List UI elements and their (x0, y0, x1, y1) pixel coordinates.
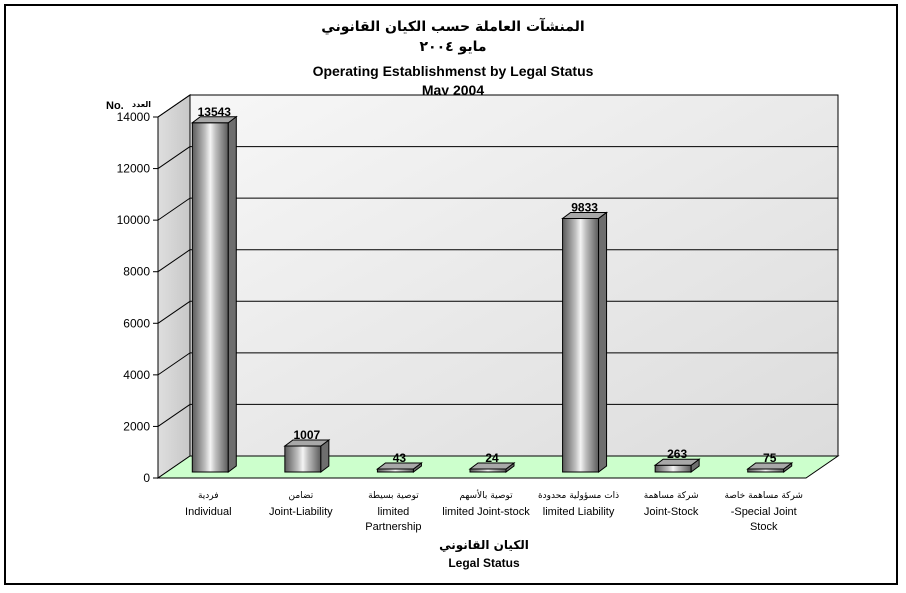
x-axis-label-arabic: الكيان القانوني (439, 538, 529, 552)
x-tick-label: limited Liability (543, 506, 615, 518)
y-tick-label: 14000 (117, 110, 151, 124)
bar-top (746, 462, 794, 470)
bar (562, 217, 600, 473)
x-tick-label-arabic: توصية بالأسهم (459, 489, 513, 501)
gridline-side (157, 197, 191, 221)
gridline-side (157, 146, 191, 169)
chart-subtitle: May 2004 (421, 82, 485, 98)
x-tick-label: Individual (185, 506, 231, 518)
x-tick-label: Joint-Liability (269, 506, 333, 518)
gridline-side (157, 404, 191, 427)
x-tick-label: Partnership (365, 521, 421, 533)
chart-title: Operating Establishmenst by Legal Status (312, 63, 594, 79)
data-label: 24 (485, 451, 499, 465)
bar-top (190, 116, 238, 124)
side-wall (157, 94, 191, 479)
y-tick-label: 4000 (123, 368, 150, 382)
bar-top (375, 462, 423, 470)
bar-side (227, 115, 237, 473)
y-tick-label: 12000 (117, 162, 151, 176)
bar (654, 464, 692, 473)
chart-title-arabic: المنشآت العاملة حسب الكيان القانوني (321, 19, 585, 35)
x-tick-label: Stock (750, 521, 778, 533)
y-tick-label: 2000 (123, 419, 150, 433)
x-tick-label-arabic: فردية (198, 491, 219, 501)
x-tick-label: -Special Joint (731, 506, 797, 518)
x-tick-label: limited Joint-stock (442, 506, 530, 518)
x-tick-label: limited (378, 506, 410, 518)
data-label: 43 (393, 451, 407, 465)
x-tick-label: Joint-Stock (644, 506, 699, 518)
gridline-side (157, 300, 191, 324)
bar (191, 122, 229, 473)
x-tick-label-arabic: شركة مساهمة خاصة (724, 491, 802, 501)
y-tick-label: 6000 (123, 316, 150, 330)
data-label: 1007 (294, 428, 321, 442)
data-label: 263 (667, 447, 687, 461)
x-tick-label-arabic: تضامن (288, 491, 313, 501)
y-axis-label-arabic: العدد (132, 100, 151, 109)
bar (284, 445, 322, 473)
x-tick-label-arabic: ذات مسؤولية محدودة (538, 491, 619, 501)
y-axis-label: No. (106, 100, 124, 112)
bar-top (283, 439, 331, 447)
y-tick-label: 0 (143, 471, 150, 485)
bar-top (561, 211, 609, 219)
bar-side (598, 211, 608, 473)
gridline-side (157, 94, 191, 118)
bar-top (468, 462, 516, 470)
y-tick-label: 8000 (123, 265, 150, 279)
back-wall (189, 94, 839, 457)
data-label: 9833 (571, 200, 598, 214)
data-label: 75 (763, 451, 777, 465)
x-axis-label: Legal Status (448, 556, 520, 570)
x-tick-label-arabic: شركة مساهمة (644, 491, 699, 501)
bar-top (653, 458, 701, 466)
gridline-side (157, 249, 191, 273)
x-tick-label-arabic: توصية بسيطة (368, 491, 419, 501)
data-label: 13543 (198, 105, 232, 119)
gridline-side (157, 352, 191, 376)
chart-subtitle-arabic: مايو ٢٠٠٤ (419, 39, 487, 55)
y-tick-label: 10000 (117, 213, 151, 227)
